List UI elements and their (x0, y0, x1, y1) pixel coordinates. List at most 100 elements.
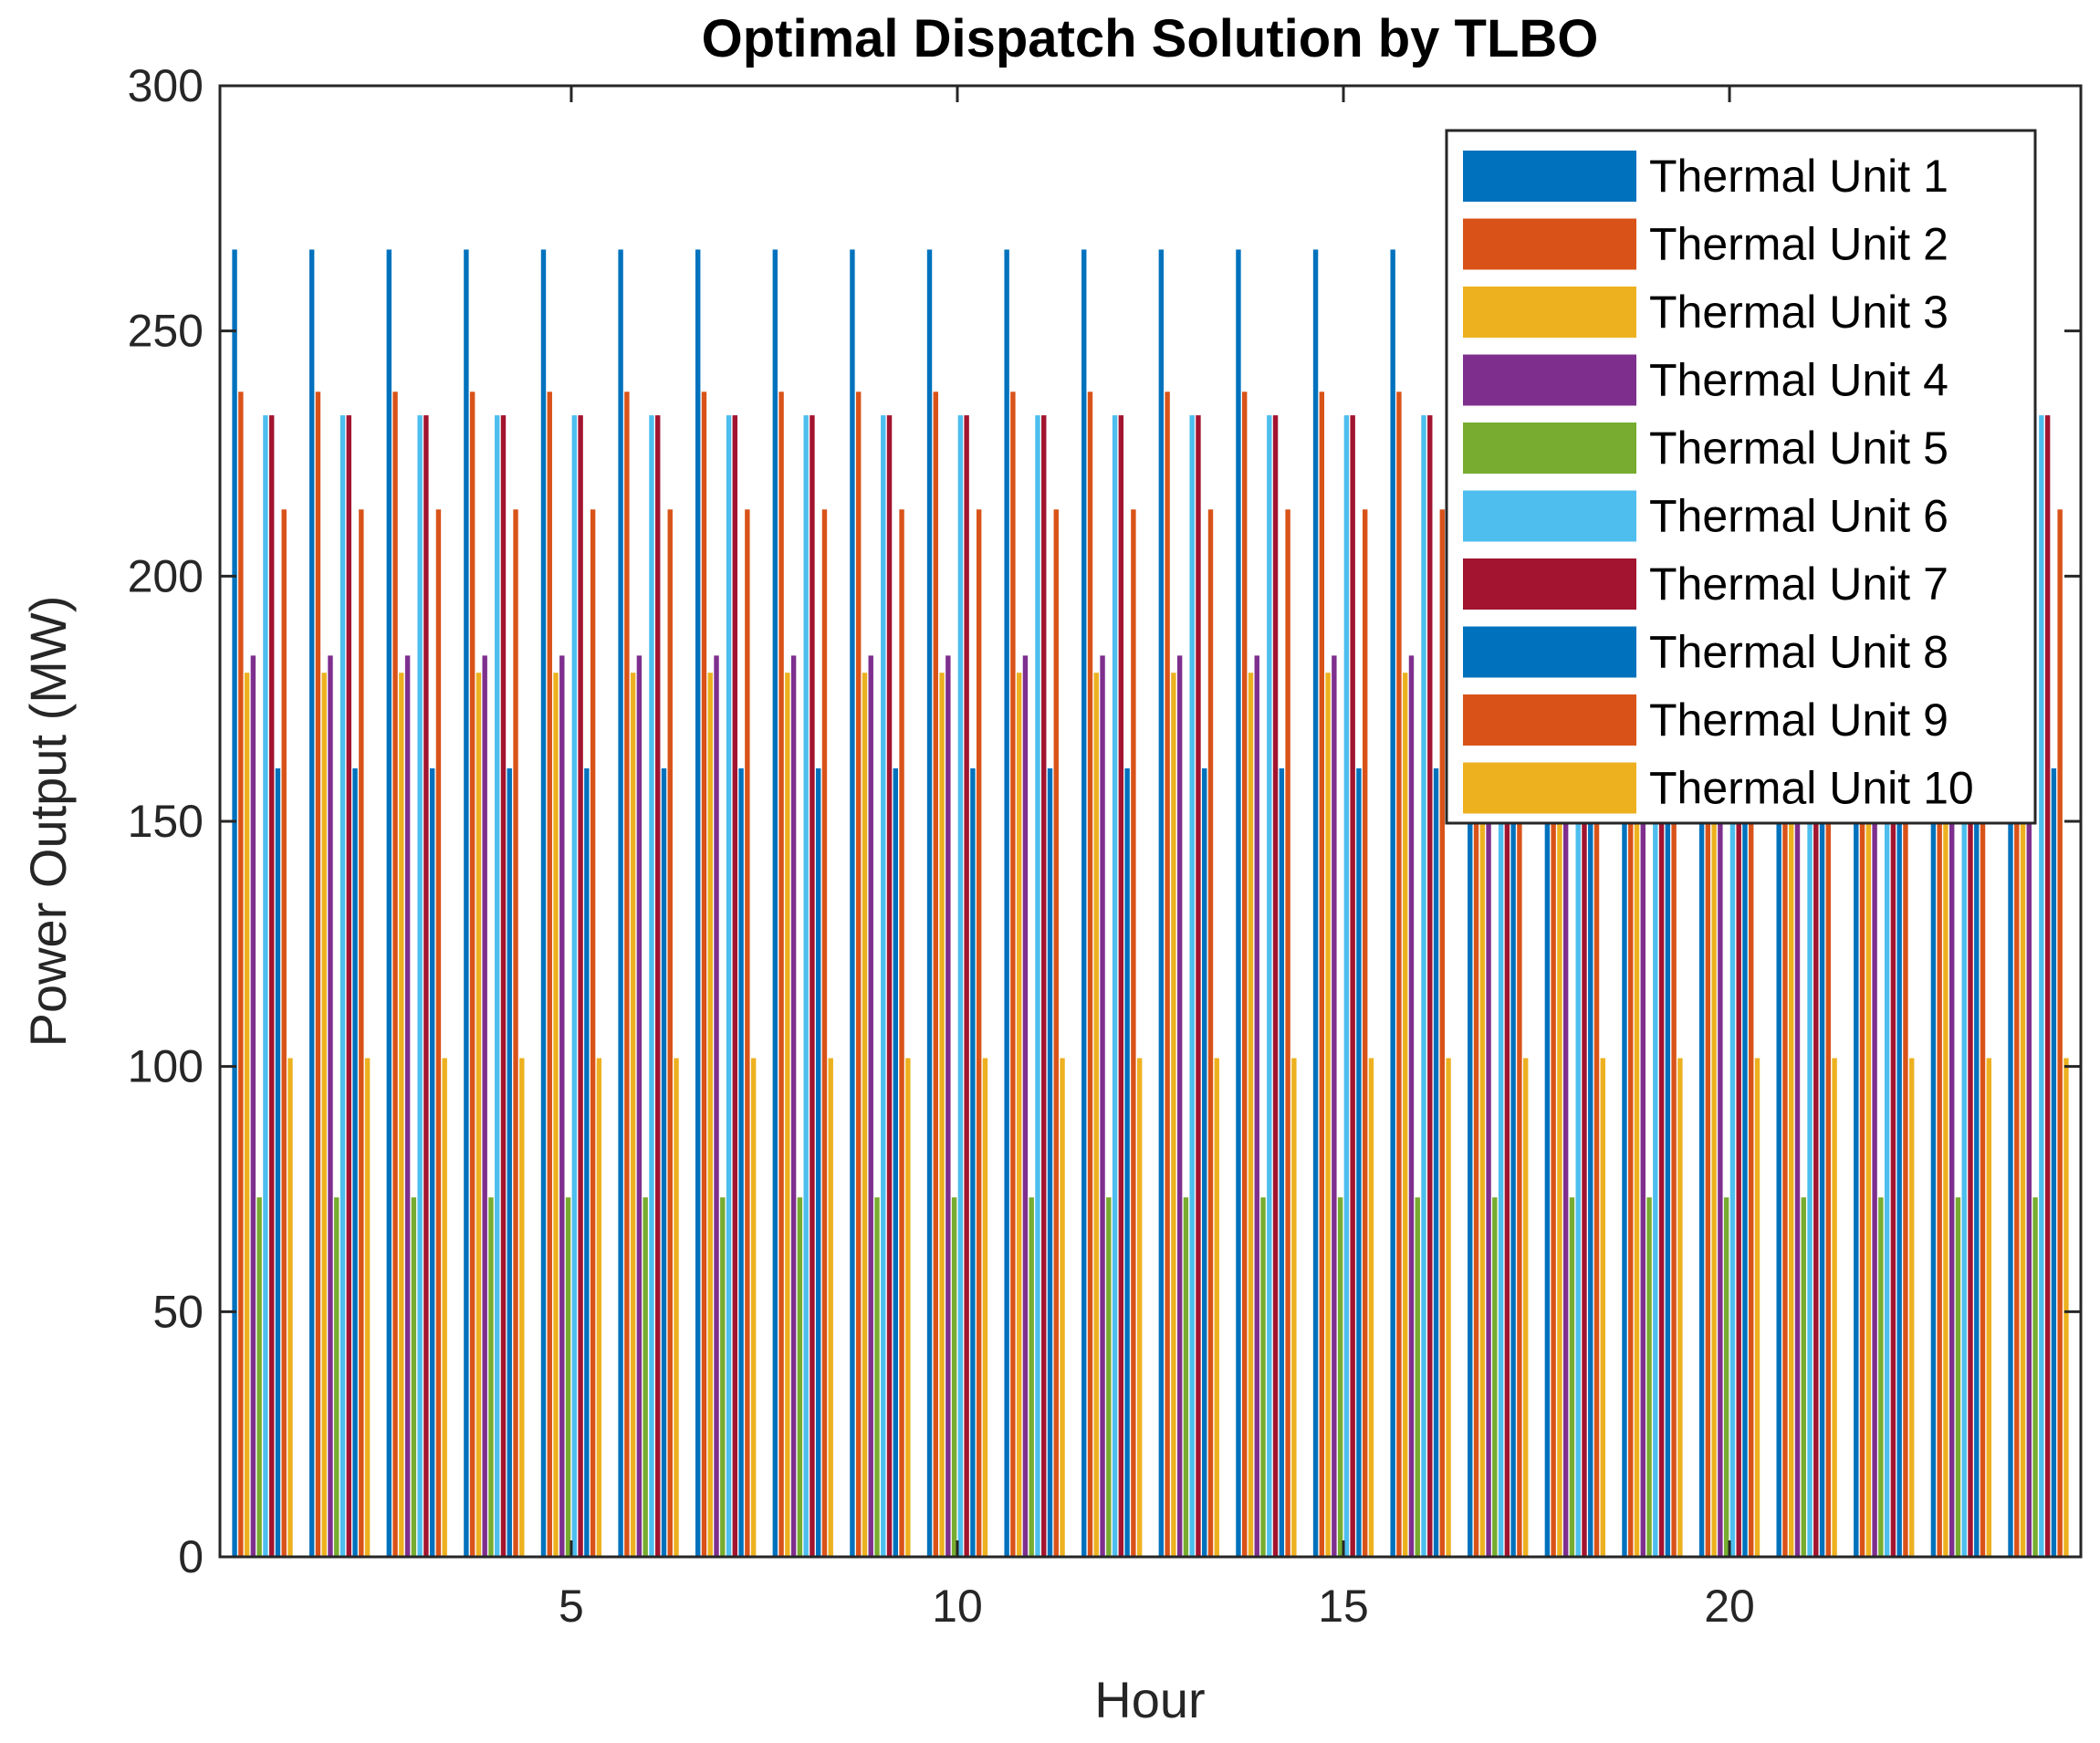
bar-hour-23-unit-7 (1968, 415, 1973, 1558)
bar-hour-4-unit-7 (500, 415, 507, 1558)
bar-hour-17-unit-5 (1492, 1197, 1498, 1557)
bar-hour-21-unit-9 (1825, 509, 1832, 1557)
bar-hour-5-unit-3 (553, 673, 559, 1557)
bar-hour-21-unit-8 (1819, 767, 1825, 1557)
bar-hour-5-unit-7 (578, 415, 583, 1558)
bar-hour-21-unit-3 (1789, 673, 1794, 1557)
bar-hour-16-unit-5 (1415, 1197, 1420, 1557)
bar-hour-7-unit-10 (750, 1058, 757, 1557)
bar-hour-9-unit-1 (850, 249, 855, 1558)
bar-hour-8-unit-1 (772, 249, 778, 1558)
bar-hour-21-unit-7 (1813, 415, 1819, 1558)
bar-hour-18-unit-8 (1588, 767, 1593, 1557)
bar-hour-10-unit-4 (946, 655, 951, 1557)
bar-hour-21-unit-10 (1832, 1058, 1837, 1557)
bar-hour-4-unit-9 (513, 509, 518, 1557)
bar-hour-9-unit-6 (881, 415, 886, 1558)
bar-hour-11-unit-4 (1022, 655, 1029, 1557)
legend-label-unit-6: Thermal Unit 6 (1649, 491, 1949, 542)
x-tick-label: 10 (932, 1581, 983, 1632)
bar-hour-18-unit-3 (1557, 673, 1562, 1557)
bar-hour-3-unit-2 (392, 391, 398, 1557)
bar-hour-11-unit-8 (1047, 767, 1053, 1557)
bar-hour-12-unit-8 (1124, 767, 1130, 1557)
bar-hour-9-unit-9 (899, 509, 904, 1557)
bar-hour-17-unit-10 (1522, 1058, 1529, 1557)
bar-hour-15-unit-2 (1319, 391, 1325, 1557)
bar-hour-20-unit-6 (1729, 415, 1736, 1558)
bar-hour-20-unit-3 (1711, 673, 1717, 1557)
bar-hour-17-unit-9 (1517, 509, 1522, 1557)
bar-hour-6-unit-9 (667, 509, 673, 1557)
bar-hour-23-unit-10 (1986, 1058, 1992, 1557)
bar-hour-14-unit-9 (1285, 509, 1290, 1557)
bar-hour-3-unit-10 (442, 1058, 447, 1557)
bar-hour-12-unit-4 (1100, 655, 1105, 1557)
y-tick-label: 50 (152, 1286, 204, 1337)
bar-hour-2-unit-10 (364, 1058, 371, 1557)
bar-hour-22-unit-2 (1859, 391, 1865, 1557)
bar-hour-24-unit-4 (2026, 655, 2032, 1557)
bar-hour-4-unit-4 (482, 655, 487, 1557)
bar-hour-20-unit-8 (1742, 767, 1748, 1557)
bar-hour-11-unit-1 (1004, 249, 1009, 1558)
bar-hour-16-unit-3 (1402, 673, 1408, 1557)
legend-label-unit-5: Thermal Unit 5 (1649, 423, 1949, 474)
bar-hour-23-unit-1 (1930, 249, 1937, 1558)
bar-hour-7-unit-9 (745, 509, 750, 1557)
bar-hour-19-unit-3 (1634, 673, 1640, 1557)
bar-hour-13-unit-9 (1207, 509, 1214, 1557)
bar-hour-1-unit-10 (287, 1058, 293, 1557)
bar-hour-24-unit-6 (2039, 415, 2044, 1558)
bar-hour-1-unit-2 (238, 391, 244, 1557)
y-tick-label: 200 (128, 550, 204, 601)
bar-hour-19-unit-7 (1658, 415, 1665, 1558)
legend-swatch-unit-7 (1463, 558, 1636, 610)
bar-hour-12-unit-2 (1087, 391, 1093, 1557)
bar-hour-8-unit-7 (810, 415, 815, 1558)
y-axis-label: Power Output (MW) (19, 596, 77, 1048)
x-tick-label: 20 (1704, 1581, 1755, 1632)
legend-label-unit-1: Thermal Unit 1 (1649, 151, 1949, 202)
bar-hour-14-unit-7 (1272, 415, 1279, 1558)
bar-hour-1-unit-4 (250, 655, 256, 1557)
legend-swatch-unit-9 (1463, 694, 1636, 746)
bar-hour-13-unit-8 (1202, 767, 1207, 1557)
bar-hour-14-unit-4 (1254, 655, 1259, 1557)
bar-hour-6-unit-10 (674, 1058, 679, 1557)
x-tick-label: 15 (1318, 1581, 1369, 1632)
bar-hour-21-unit-6 (1807, 415, 1813, 1558)
bar-hour-11-unit-10 (1060, 1058, 1065, 1557)
bar-hour-10-unit-10 (982, 1058, 988, 1557)
bar-hour-4-unit-10 (519, 1058, 525, 1557)
bar-hour-12-unit-3 (1093, 673, 1099, 1557)
bar-hour-2-unit-6 (340, 415, 346, 1558)
bar-hour-22-unit-1 (1854, 249, 1859, 1558)
bar-hour-16-unit-9 (1439, 509, 1446, 1557)
bar-hour-8-unit-6 (803, 415, 809, 1558)
bar-hour-7-unit-6 (726, 415, 732, 1558)
bar-hour-20-unit-10 (1754, 1058, 1760, 1557)
legend-swatch-unit-6 (1463, 490, 1636, 542)
legend-swatch-unit-1 (1463, 151, 1636, 202)
bar-hour-3-unit-4 (404, 655, 411, 1557)
bar-hour-17-unit-4 (1486, 655, 1491, 1557)
x-axis-ticks: 5 10 15 20 (559, 86, 1755, 1632)
legend-label-unit-3: Thermal Unit 3 (1649, 287, 1949, 338)
bar-hour-7-unit-1 (695, 249, 701, 1558)
legend-label-unit-7: Thermal Unit 7 (1649, 558, 1949, 610)
bar-hour-5-unit-6 (571, 415, 578, 1558)
bar-hour-8-unit-3 (785, 673, 790, 1557)
bar-hour-2-unit-4 (328, 655, 333, 1557)
bar-hour-5-unit-8 (584, 767, 590, 1557)
bar-hour-24-unit-9 (2057, 509, 2063, 1557)
bar-hour-5-unit-9 (590, 509, 596, 1557)
bar-hour-23-unit-4 (1949, 655, 1955, 1557)
bar-hour-19-unit-10 (1677, 1058, 1683, 1557)
bar-hour-12-unit-7 (1118, 415, 1124, 1558)
bar-hour-21-unit-2 (1782, 391, 1788, 1557)
bar-hour-6-unit-5 (643, 1197, 648, 1557)
y-axis-ticks: 0 50 100 150 200 250 300 (128, 60, 2081, 1582)
bar-hour-16-unit-2 (1396, 391, 1402, 1557)
